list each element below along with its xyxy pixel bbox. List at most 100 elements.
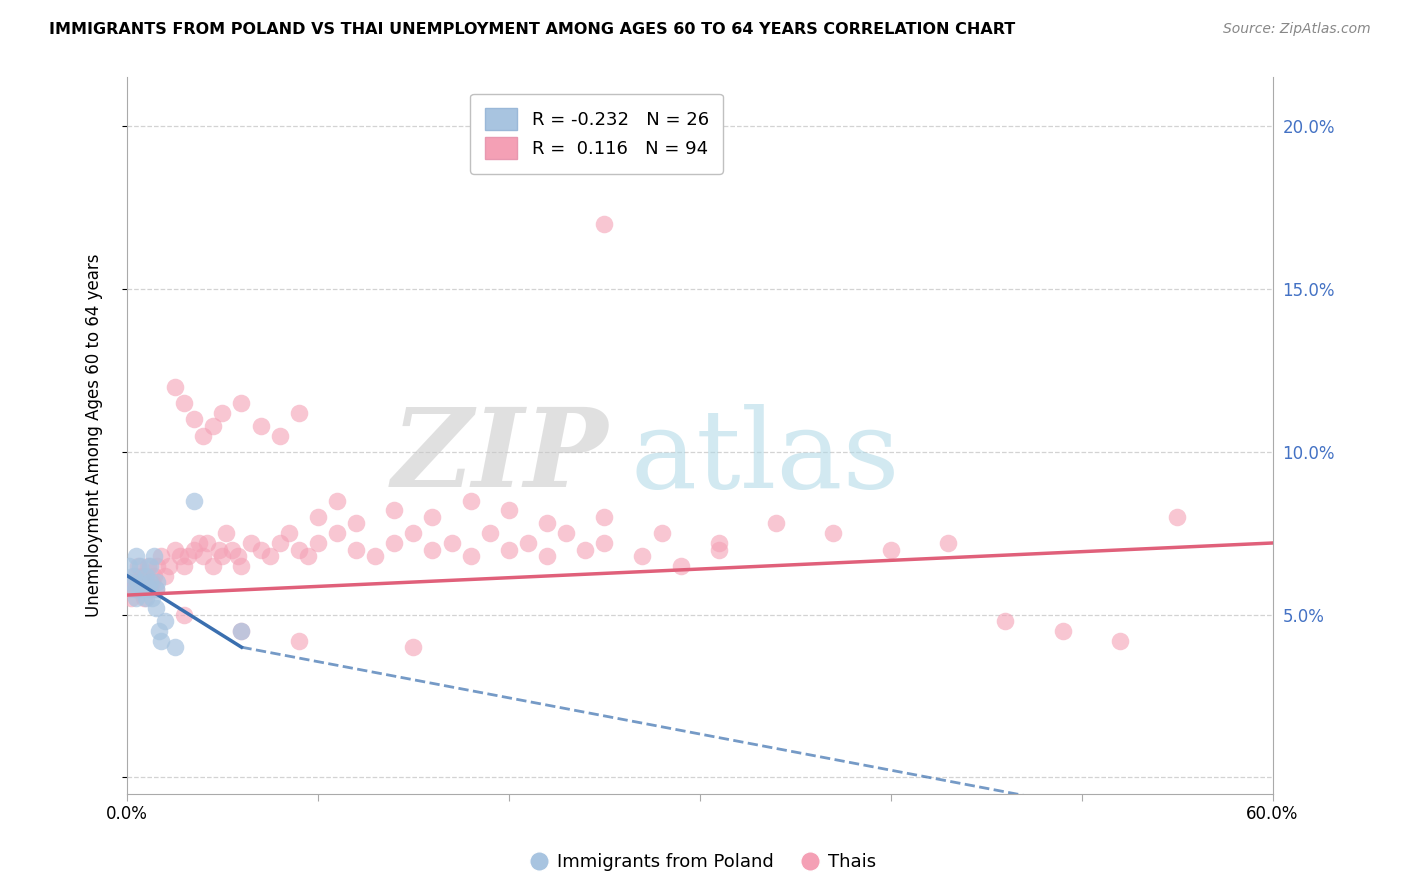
Point: [142, 549, 165, 563]
Point: [131, 568, 153, 582]
Point: [382, 536, 405, 550]
Point: [231, 624, 253, 638]
Point: [183, 542, 205, 557]
Point: [215, 526, 238, 541]
Point: [326, 526, 349, 541]
Text: Source: ZipAtlas.com: Source: ZipAtlas.com: [1223, 22, 1371, 37]
Point: [125, 591, 148, 606]
Legend: R = -0.232   N = 26, R =  0.116   N = 94: R = -0.232 N = 26, R = 0.116 N = 94: [470, 94, 723, 174]
Point: [163, 542, 186, 557]
Point: [631, 549, 654, 563]
Point: [593, 536, 616, 550]
Point: [120, 575, 142, 590]
Y-axis label: Unemployment Among Ages 60 to 64 years: Unemployment Among Ages 60 to 64 years: [86, 254, 103, 617]
Point: [145, 582, 167, 596]
Point: [145, 601, 167, 615]
Point: [326, 493, 349, 508]
Point: [127, 558, 149, 573]
Point: [240, 536, 263, 550]
Point: [157, 558, 180, 573]
Point: [131, 582, 153, 596]
Point: [183, 412, 205, 426]
Point: [287, 406, 309, 420]
Point: [669, 558, 692, 573]
Point: [148, 624, 170, 638]
Point: [593, 217, 616, 231]
Point: [132, 591, 155, 606]
Point: [135, 575, 157, 590]
Point: [177, 549, 200, 563]
Point: [440, 536, 463, 550]
Point: [422, 510, 444, 524]
Point: [173, 607, 195, 622]
Point: [136, 558, 159, 573]
Point: [936, 536, 959, 550]
Point: [278, 526, 301, 541]
Point: [153, 568, 176, 582]
Point: [121, 568, 143, 582]
Point: [153, 614, 176, 628]
Point: [498, 542, 520, 557]
Point: [139, 575, 162, 590]
Point: [269, 428, 291, 442]
Point: [142, 568, 165, 582]
Point: [422, 542, 444, 557]
Point: [118, 558, 141, 573]
Point: [136, 582, 159, 596]
Point: [132, 575, 155, 590]
Point: [382, 503, 405, 517]
Point: [536, 549, 558, 563]
Point: [765, 516, 787, 531]
Point: [402, 526, 425, 541]
Point: [141, 575, 163, 590]
Point: [173, 558, 195, 573]
Point: [193, 428, 215, 442]
Point: [141, 591, 163, 606]
Point: [121, 575, 143, 590]
Point: [287, 633, 309, 648]
Point: [195, 536, 218, 550]
Point: [460, 493, 482, 508]
Point: [516, 536, 538, 550]
Point: [146, 558, 169, 573]
Point: [211, 406, 233, 420]
Point: [221, 542, 243, 557]
Point: [139, 558, 162, 573]
Point: [145, 582, 167, 596]
Point: [163, 380, 186, 394]
Point: [129, 558, 152, 573]
Point: [1108, 633, 1130, 648]
Point: [211, 549, 233, 563]
Point: [120, 591, 142, 606]
Point: [169, 549, 191, 563]
Point: [555, 526, 578, 541]
Point: [146, 575, 169, 590]
Point: [135, 591, 157, 606]
Point: [593, 510, 616, 524]
Point: [478, 526, 501, 541]
Point: [183, 493, 205, 508]
Point: [1166, 510, 1188, 524]
Point: [193, 549, 215, 563]
Point: [344, 542, 367, 557]
Point: [879, 542, 901, 557]
Point: [188, 536, 211, 550]
Point: [994, 614, 1017, 628]
Point: [707, 536, 730, 550]
Point: [287, 542, 309, 557]
Point: [135, 568, 157, 582]
Point: [124, 582, 146, 596]
Point: [707, 542, 730, 557]
Point: [118, 582, 141, 596]
Point: [249, 418, 271, 433]
Point: [124, 568, 146, 582]
Point: [307, 536, 329, 550]
Point: [249, 542, 271, 557]
Text: atlas: atlas: [631, 403, 901, 510]
Point: [125, 582, 148, 596]
Point: [127, 575, 149, 590]
Point: [163, 640, 186, 655]
Point: [231, 558, 253, 573]
Point: [364, 549, 387, 563]
Point: [173, 396, 195, 410]
